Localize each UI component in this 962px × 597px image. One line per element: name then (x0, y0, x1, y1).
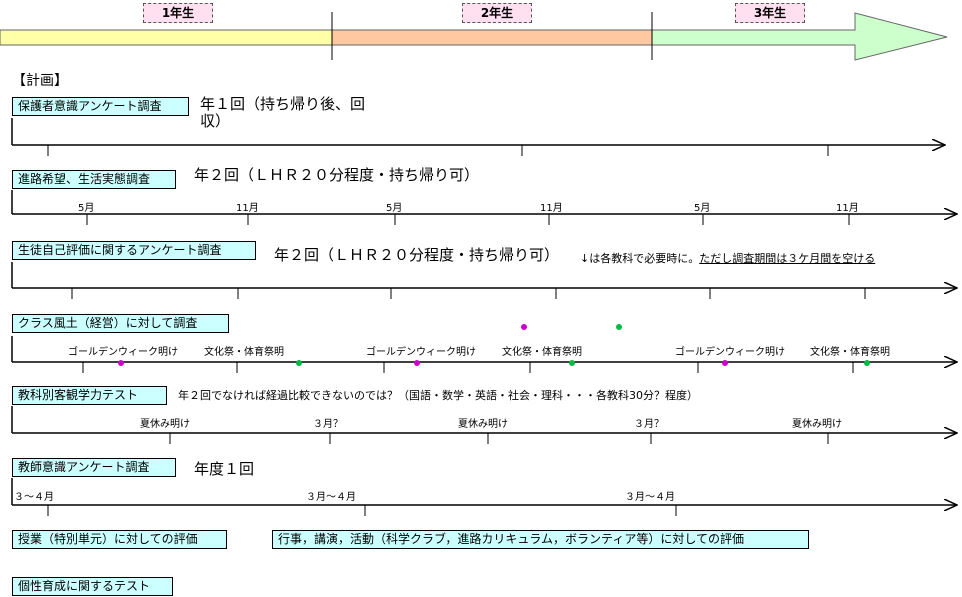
tick-label: 文化祭・体育祭明 (810, 347, 890, 358)
tick-label: ３月～４月 (306, 492, 356, 503)
dots (118, 324, 870, 366)
row-label: 生徒自己評価に関するアンケート調査 (12, 241, 256, 260)
tick-label: 11月 (540, 203, 563, 214)
row-label: 進路希望、生活実態調査 (12, 170, 176, 189)
remark-underlined: ただし調査期間は３ケ月間を空ける (699, 252, 876, 265)
tick-label: 文化祭・体育祭明 (204, 347, 284, 358)
tick-label: 夏休み明け (792, 419, 842, 430)
tick-label: 5月 (78, 203, 95, 214)
tick-label: ゴールデンウィーク明け (366, 347, 476, 358)
tick-label: ゴールデンウィーク明け (675, 347, 785, 358)
row-label: 教科別客観学力テスト (12, 386, 167, 405)
band-year2 (331, 29, 653, 46)
tick-label: ３月？ (634, 419, 664, 430)
row-label: 教師意識アンケート調査 (12, 458, 176, 477)
item-box: 行事，講演，活動（科学クラブ，進路カリキュラム，ボランティア等）に対しての評価 (272, 530, 809, 549)
row-note: 年度１回 (194, 460, 255, 478)
ticks (47, 145, 866, 516)
item-box: 個性育成に関するテスト (12, 577, 173, 596)
section-heading: 【計画】 (12, 73, 68, 89)
band-year3-arrow (651, 12, 948, 61)
row-label: クラス風土（経営）に対して調査 (12, 314, 229, 333)
row-label: 保護者意識アンケート調査 (12, 97, 189, 116)
row-note: 年２回でなければ経過比較できないのでは？（国語・数学・英語・社会・理科・・・各教… (178, 389, 698, 402)
tick-label: ３月？ (313, 419, 343, 430)
grade-label: 2年生 (462, 3, 532, 23)
grade-label: 3年生 (735, 3, 805, 23)
tick-label: 11月 (836, 203, 859, 214)
grade-label: 1年生 (143, 3, 213, 23)
item-box: 授業（特別単元）に対しての評価 (12, 530, 227, 549)
tick-label: 夏休み明け (458, 419, 508, 430)
row-note: 年１回（持ち帰り後、回収） (200, 95, 366, 130)
axes (11, 118, 957, 505)
tick-label: 11月 (236, 203, 259, 214)
tick-label: 文化祭・体育祭明 (502, 347, 582, 358)
tick-label: 5月 (386, 203, 403, 214)
remark-text: ↓は各教科で必要時に。 (580, 252, 700, 265)
row-note: 年２回（ＬＨＲ２０分程度・持ち帰り可） (274, 246, 560, 264)
tick-label: ３月～４月 (625, 492, 675, 503)
row-remark: ↓は各教科で必要時に。ただし調査期間は３ケ月間を空ける (580, 250, 875, 266)
tick-label: ３～４月 (14, 492, 54, 503)
tick-label: ゴールデンウィーク明け (68, 347, 178, 358)
row-note: 年２回（ＬＨＲ２０分程度・持ち帰り可） (194, 166, 480, 184)
tick-label: 5月 (694, 203, 711, 214)
band-year1 (0, 29, 333, 46)
tick-label: 夏休み明け (140, 419, 190, 430)
